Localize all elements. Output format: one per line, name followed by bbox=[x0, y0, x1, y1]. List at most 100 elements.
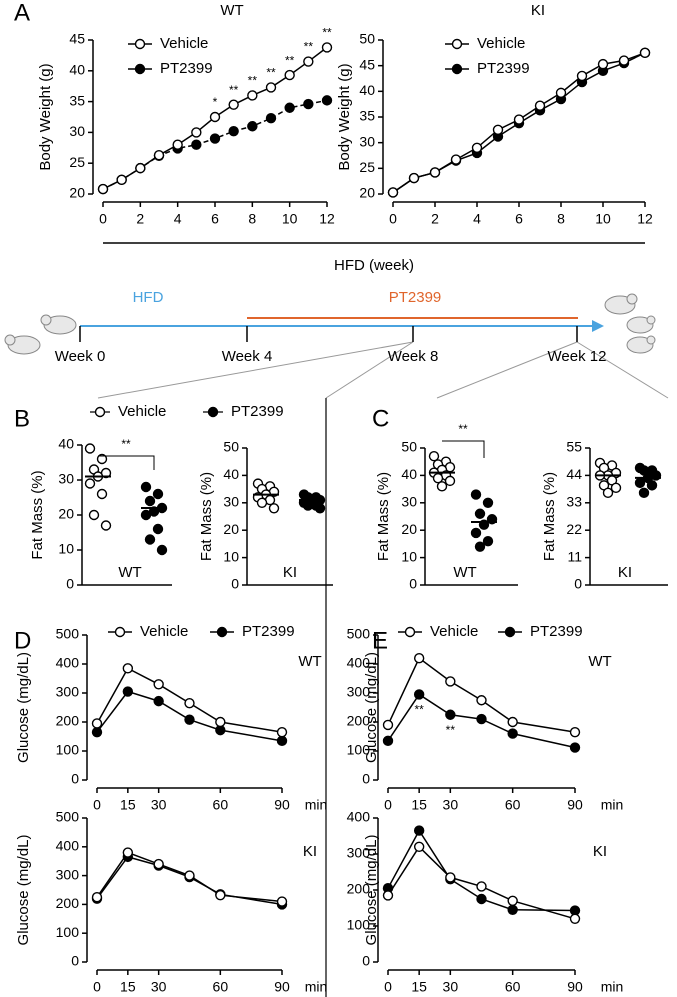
x-axis-label: WT bbox=[453, 564, 476, 581]
y-tick-label: 300 bbox=[347, 684, 371, 700]
x-unit: min bbox=[305, 979, 328, 995]
legend-label: Vehicle bbox=[160, 35, 208, 52]
y-tick-label: 0 bbox=[362, 771, 370, 787]
data-point bbox=[413, 653, 425, 664]
legend-marker bbox=[404, 626, 416, 638]
chart-title: WT bbox=[588, 653, 611, 670]
x-tick-label: 4 bbox=[473, 211, 481, 227]
y-tick-label: 0 bbox=[71, 953, 79, 969]
y-tick-label: 0 bbox=[231, 576, 239, 592]
data-point bbox=[470, 489, 482, 500]
y-axis-label: Glucose (mg/dL) bbox=[15, 835, 32, 946]
y-axis-label: Fat Mass (%) bbox=[198, 472, 215, 561]
data-point bbox=[91, 718, 103, 729]
legend-label: Vehicle bbox=[430, 623, 478, 640]
x-tick-label: 15 bbox=[120, 979, 136, 995]
y-axis-label: Fat Mass (%) bbox=[541, 472, 558, 561]
data-point bbox=[96, 488, 108, 500]
data-point bbox=[382, 719, 394, 731]
data-point bbox=[96, 453, 108, 465]
y-tick-label: 20 bbox=[359, 185, 375, 201]
series-line bbox=[96, 667, 283, 733]
x-tick-label: 4 bbox=[174, 211, 182, 227]
y-axis-label: Fat Mass (%) bbox=[375, 472, 392, 561]
y-tick-label: 30 bbox=[223, 494, 239, 510]
data-point bbox=[444, 475, 456, 487]
legend-marker bbox=[207, 406, 219, 418]
legend-marker bbox=[114, 626, 126, 638]
y-tick-label: 25 bbox=[359, 159, 375, 175]
data-point bbox=[314, 503, 326, 514]
connectors bbox=[97, 341, 669, 399]
x-tick-label: 30 bbox=[151, 979, 167, 995]
data-point bbox=[91, 892, 103, 903]
data-point bbox=[474, 541, 486, 552]
data-point bbox=[555, 87, 567, 99]
chart-title: KI bbox=[303, 843, 317, 860]
data-point bbox=[569, 913, 581, 924]
y-tick-label: 30 bbox=[359, 133, 375, 149]
data-point bbox=[302, 500, 314, 511]
x-tick-label: 2 bbox=[431, 211, 439, 227]
y-tick-label: 200 bbox=[56, 895, 80, 911]
x-tick-label: 30 bbox=[151, 797, 167, 813]
y-axis-label: Fat Mass (%) bbox=[29, 470, 46, 559]
data-point bbox=[436, 481, 448, 492]
y-tick-label: 300 bbox=[56, 866, 80, 882]
data-point bbox=[215, 716, 226, 728]
data-point bbox=[247, 121, 258, 132]
significance-star: ** bbox=[458, 422, 468, 436]
data-point bbox=[122, 847, 134, 858]
data-point bbox=[408, 172, 420, 184]
y-tick-label: 50 bbox=[223, 439, 239, 455]
series-line bbox=[387, 693, 576, 749]
x-tick-label: 10 bbox=[282, 211, 298, 227]
data-point bbox=[209, 111, 221, 123]
data-point bbox=[256, 497, 268, 508]
legend-label: PT2399 bbox=[231, 403, 284, 420]
data-point bbox=[445, 709, 456, 720]
data-point bbox=[153, 679, 164, 690]
data-point bbox=[303, 98, 314, 110]
x-tick-label: 2 bbox=[136, 211, 144, 227]
data-point bbox=[153, 149, 165, 161]
y-tick-label: 20 bbox=[58, 506, 74, 522]
data-point bbox=[507, 895, 518, 906]
y-tick-label: 50 bbox=[359, 31, 375, 47]
x-tick-label: 15 bbox=[411, 979, 427, 995]
x-tick-label: 0 bbox=[93, 797, 101, 813]
data-point bbox=[476, 695, 487, 706]
data-point bbox=[492, 124, 504, 136]
x-unit: min bbox=[601, 979, 624, 995]
data-point bbox=[321, 42, 333, 53]
data-point bbox=[639, 47, 651, 59]
y-tick-label: 40 bbox=[69, 62, 85, 78]
x-tick-label: 12 bbox=[319, 211, 335, 227]
legend-label: PT2399 bbox=[160, 60, 213, 77]
chart-title: KI bbox=[531, 2, 545, 19]
y-tick-label: 0 bbox=[66, 576, 74, 592]
data-point bbox=[474, 508, 486, 519]
data-point bbox=[413, 841, 425, 852]
x-tick-label: 15 bbox=[120, 797, 136, 813]
significance-star: ** bbox=[414, 703, 424, 717]
series-line bbox=[96, 690, 283, 742]
data-point bbox=[634, 477, 646, 489]
data-point bbox=[228, 125, 239, 137]
data-point bbox=[191, 127, 202, 138]
series-line bbox=[96, 856, 283, 906]
x-tick-label: 30 bbox=[443, 797, 459, 813]
data-point bbox=[482, 535, 494, 547]
data-point bbox=[172, 139, 183, 150]
treatment-label: HFD bbox=[133, 289, 164, 306]
y-tick-label: 500 bbox=[56, 809, 80, 825]
data-point bbox=[116, 174, 127, 186]
panel-label: E bbox=[372, 627, 388, 654]
x-tick-label: 60 bbox=[505, 797, 521, 813]
data-point bbox=[91, 726, 103, 738]
data-point bbox=[413, 825, 425, 836]
data-point bbox=[445, 676, 456, 687]
data-point bbox=[215, 889, 226, 901]
x-tick-label: 60 bbox=[505, 979, 521, 995]
y-tick-label: 100 bbox=[56, 742, 80, 758]
